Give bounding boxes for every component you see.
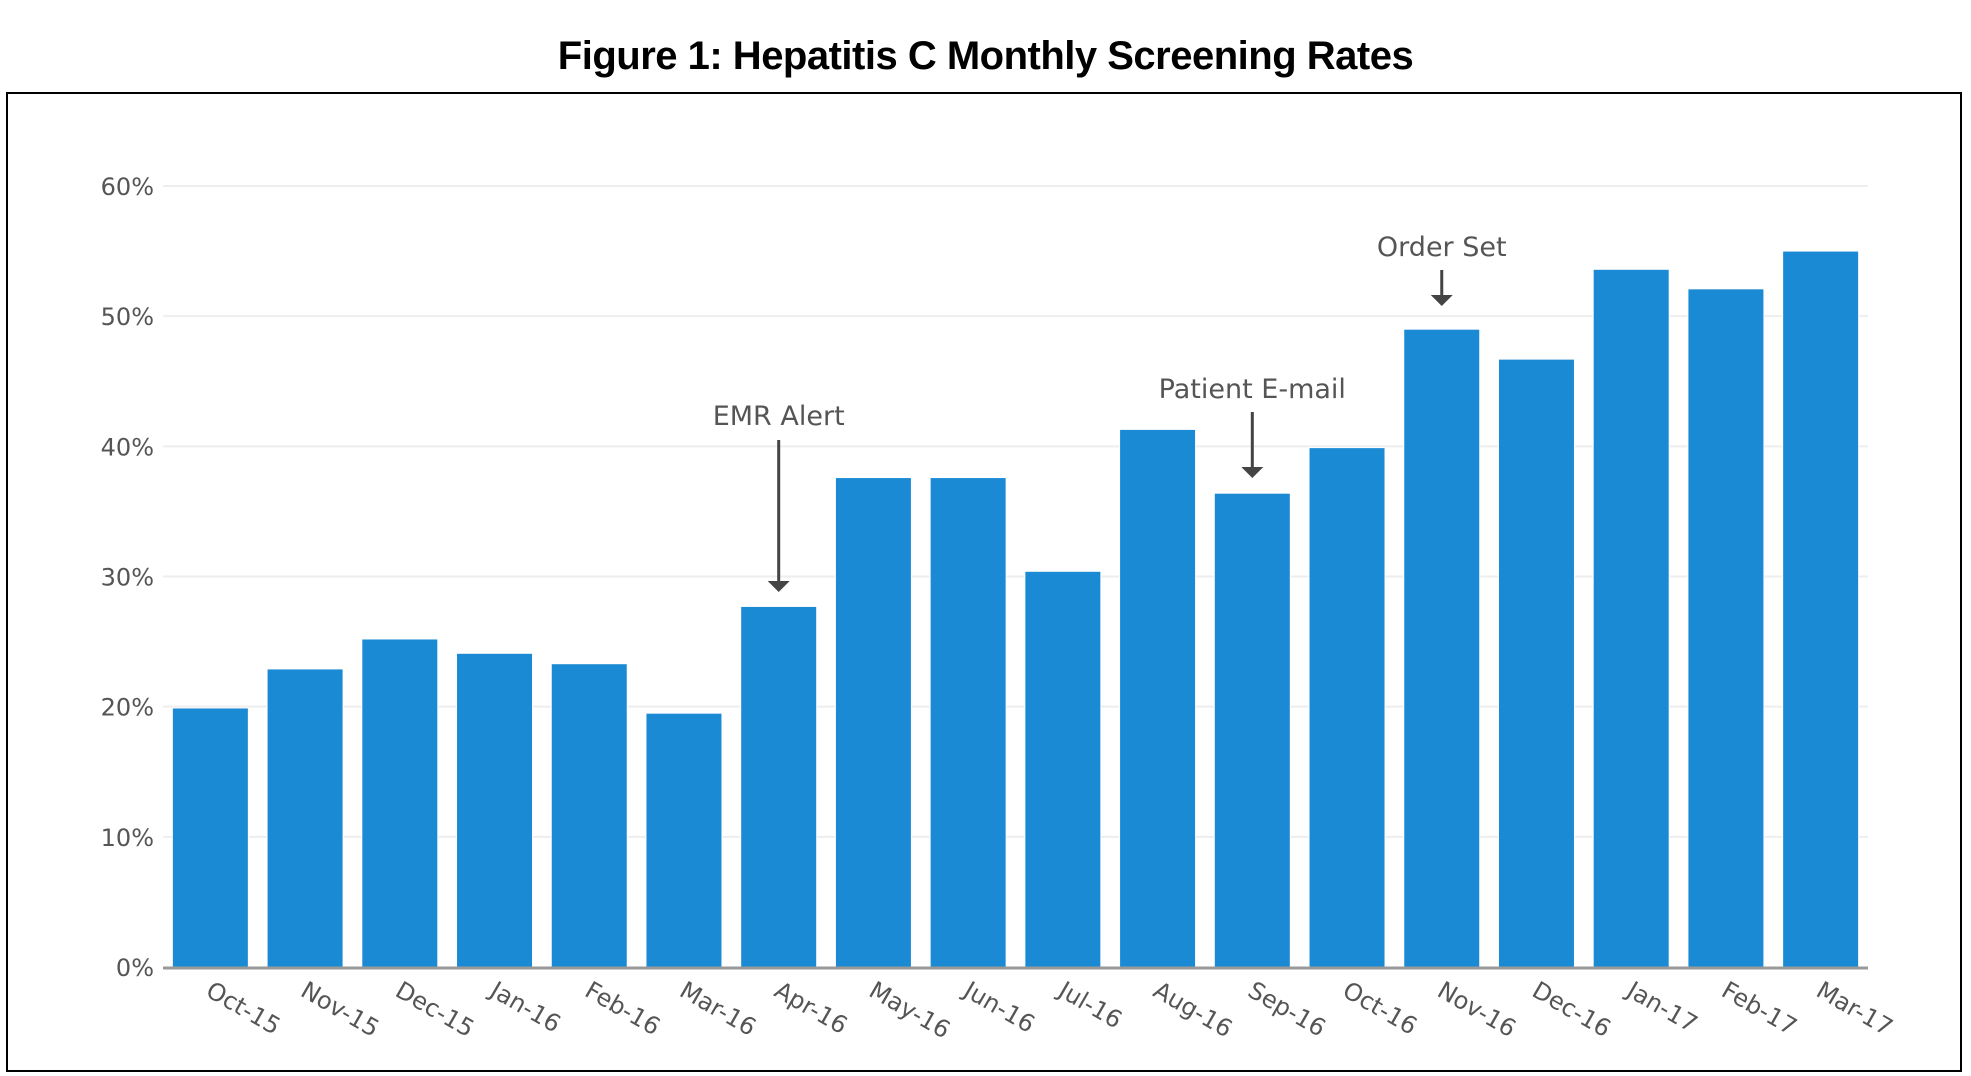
chart-frame: [6, 92, 1962, 1072]
x-tick-label: Dec-15: [391, 976, 479, 1043]
x-tick-label: Oct-15: [201, 976, 285, 1041]
y-tick-label: 50%: [101, 303, 154, 331]
bar-jun-16: [929, 477, 1007, 968]
bar-jul-16: [1024, 570, 1102, 968]
annotation-label: Order Set: [1377, 232, 1507, 263]
bar-aug-16: [1119, 428, 1197, 968]
y-tick-label: 0%: [116, 954, 154, 982]
x-tick-label: Dec-16: [1527, 976, 1615, 1043]
bar-sep-16: [1213, 492, 1291, 968]
bar-nov-15: [266, 668, 344, 968]
annotation-arrow-head: [1241, 467, 1264, 478]
annotation-arrow-head: [1430, 295, 1453, 306]
bar-oct-15: [171, 707, 249, 968]
y-tick-label: 60%: [101, 173, 154, 201]
x-tick-label: Feb-16: [580, 976, 665, 1041]
x-tick-label: Jan-17: [1620, 975, 1702, 1038]
x-tick-label: Jul-16: [1052, 975, 1127, 1034]
bar-mar-16: [645, 712, 723, 968]
bar-mar-17: [1782, 250, 1860, 968]
x-tick-label: Sep-16: [1243, 976, 1330, 1042]
y-tick-label: 20%: [101, 694, 154, 722]
x-tick-label: Nov-15: [296, 976, 384, 1043]
bar-apr-16: [740, 605, 818, 968]
y-tick-label: 40%: [101, 433, 154, 461]
x-tick-label: Nov-16: [1433, 976, 1521, 1043]
bar-may-16: [834, 477, 912, 968]
bar-dec-16: [1497, 358, 1575, 968]
bar-jan-17: [1592, 268, 1670, 968]
x-tick-label: Aug-16: [1149, 976, 1238, 1043]
annotation-arrow-head: [767, 581, 790, 592]
bar-nov-16: [1403, 328, 1481, 968]
bar-layer: [171, 250, 1860, 968]
bar-feb-16: [550, 663, 628, 968]
figure-title: Figure 1: Hepatitis C Monthly Screening …: [557, 34, 1414, 78]
y-tick-label: 30%: [101, 564, 154, 592]
y-tick-label: 10%: [101, 824, 154, 852]
bar-oct-16: [1308, 447, 1386, 968]
annotation-label: EMR Alert: [713, 401, 845, 432]
annotation-label: Patient E-mail: [1159, 374, 1346, 405]
x-tick-label: Jan-16: [484, 975, 566, 1038]
bar-dec-15: [361, 638, 439, 968]
x-tick-label: Feb-17: [1717, 976, 1802, 1041]
x-tick-label: Mar-17: [1812, 976, 1898, 1042]
grid-layer: [163, 185, 1868, 838]
x-tick-label: Apr-16: [770, 976, 853, 1040]
bar-feb-17: [1687, 288, 1765, 968]
bar-jan-16: [456, 652, 534, 968]
x-tick-label: Jun-16: [957, 975, 1039, 1039]
annotation-layer: EMR Alert Patient E-mail Order Set: [713, 232, 1507, 592]
x-tick-label: May-16: [864, 976, 955, 1044]
x-tick-label: Mar-16: [675, 976, 761, 1042]
x-tick-label: Oct-16: [1338, 976, 1422, 1041]
